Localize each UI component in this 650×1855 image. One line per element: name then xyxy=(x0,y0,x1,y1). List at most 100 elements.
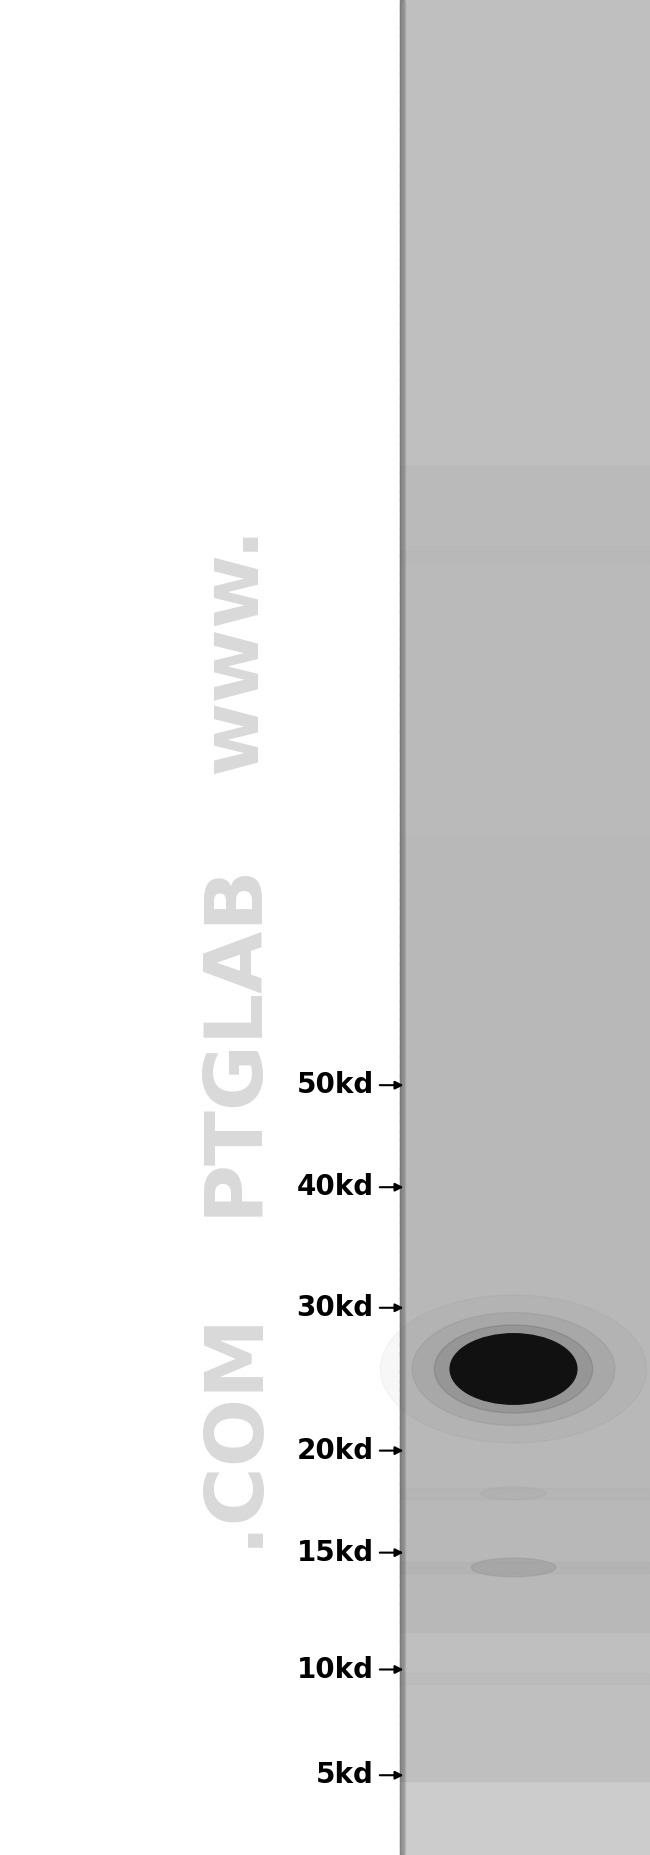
Ellipse shape xyxy=(450,1334,577,1404)
Bar xyxy=(400,1751,650,1762)
Bar xyxy=(400,1733,650,1744)
Bar xyxy=(400,555,650,566)
Bar xyxy=(400,935,650,946)
Ellipse shape xyxy=(412,1313,615,1425)
Bar xyxy=(400,369,650,380)
Bar xyxy=(400,1621,650,1632)
Bar xyxy=(400,17,650,28)
Ellipse shape xyxy=(481,1488,546,1499)
Bar xyxy=(400,239,650,250)
Bar xyxy=(400,610,650,621)
Bar xyxy=(400,1324,650,1336)
Text: 50kd: 50kd xyxy=(296,1070,374,1100)
Bar xyxy=(400,1000,650,1011)
Bar xyxy=(400,1835,650,1846)
Bar xyxy=(400,137,650,148)
Bar xyxy=(400,202,650,213)
Bar xyxy=(400,694,650,705)
Bar xyxy=(400,0,404,1855)
Bar xyxy=(400,620,650,631)
Bar xyxy=(400,1380,650,1391)
Bar xyxy=(400,453,650,464)
Bar xyxy=(400,249,650,260)
Bar xyxy=(400,119,650,130)
Bar xyxy=(400,1491,650,1503)
Bar xyxy=(400,1065,650,1076)
Bar xyxy=(400,991,650,1002)
Bar xyxy=(400,1241,650,1252)
Bar xyxy=(400,304,650,315)
Bar xyxy=(400,1083,650,1094)
Bar xyxy=(400,833,650,844)
Bar xyxy=(400,1167,650,1178)
Bar xyxy=(400,434,650,445)
Bar xyxy=(400,796,650,807)
Bar xyxy=(400,926,650,937)
Bar xyxy=(400,1695,650,1707)
Bar xyxy=(400,54,650,65)
Bar xyxy=(400,731,650,742)
Bar xyxy=(400,0,402,1855)
Bar xyxy=(400,1603,650,1614)
Bar xyxy=(400,0,402,1855)
Bar xyxy=(400,981,650,992)
Bar xyxy=(400,1816,650,1827)
Bar xyxy=(400,1566,650,1577)
Bar xyxy=(400,712,650,723)
Bar xyxy=(400,1436,650,1447)
Bar xyxy=(400,861,650,872)
Bar xyxy=(400,703,650,714)
Bar xyxy=(400,1315,650,1326)
Bar xyxy=(400,1093,650,1104)
Bar xyxy=(400,1519,650,1530)
Bar xyxy=(400,1111,650,1122)
Bar xyxy=(400,378,650,390)
Bar xyxy=(400,675,650,686)
Bar xyxy=(400,91,650,102)
Bar xyxy=(400,221,650,232)
Bar xyxy=(400,1575,650,1586)
Bar xyxy=(400,286,650,297)
Bar xyxy=(400,1723,650,1734)
Text: 30kd: 30kd xyxy=(296,1293,374,1323)
Bar xyxy=(400,1529,650,1540)
Bar xyxy=(400,490,650,501)
Bar xyxy=(400,1009,650,1020)
Bar xyxy=(400,1417,650,1428)
Bar xyxy=(400,1547,650,1558)
Text: 5kd: 5kd xyxy=(316,1760,374,1790)
Bar xyxy=(400,1232,650,1243)
Bar xyxy=(400,1195,650,1206)
Bar xyxy=(400,647,650,659)
Bar xyxy=(400,1120,650,1132)
Bar xyxy=(400,1705,650,1716)
Bar xyxy=(400,1213,650,1224)
Bar xyxy=(400,1260,650,1271)
Bar xyxy=(400,666,650,677)
Bar xyxy=(400,629,650,640)
Bar xyxy=(400,545,650,556)
Bar xyxy=(400,573,650,584)
Ellipse shape xyxy=(434,1324,593,1414)
Bar xyxy=(400,156,650,167)
Bar xyxy=(400,388,650,399)
Bar xyxy=(400,1018,650,1030)
Bar xyxy=(400,851,650,863)
Bar xyxy=(400,1445,650,1456)
Bar xyxy=(400,0,403,1855)
Bar xyxy=(400,805,650,816)
Bar xyxy=(400,907,650,918)
Bar xyxy=(400,536,650,547)
Bar xyxy=(400,72,650,83)
Bar xyxy=(400,1037,650,1048)
Bar xyxy=(400,1389,650,1401)
Bar xyxy=(400,518,650,529)
Bar xyxy=(400,1612,650,1623)
Bar xyxy=(400,45,650,56)
Bar xyxy=(400,1593,650,1605)
Bar xyxy=(400,944,650,955)
Bar xyxy=(400,1343,650,1354)
Bar xyxy=(400,1760,650,1772)
Bar xyxy=(400,508,650,519)
Bar xyxy=(400,898,650,909)
